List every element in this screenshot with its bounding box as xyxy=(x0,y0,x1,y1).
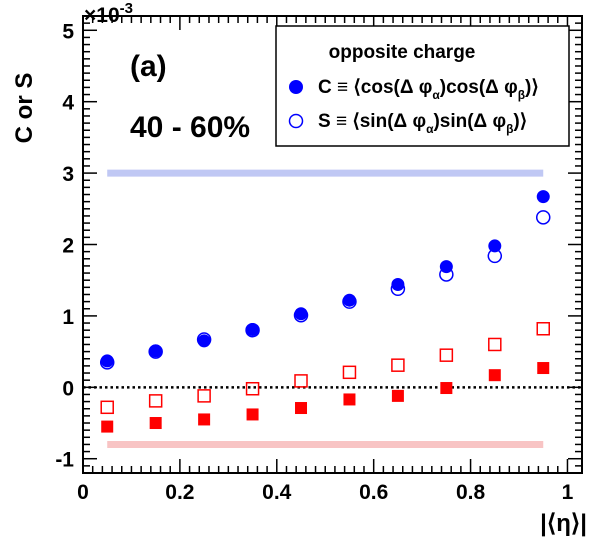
centrality-label: 40 - 60% xyxy=(130,111,250,144)
data-point-filled-square-9 xyxy=(537,362,550,375)
data-point-filled-square-1 xyxy=(149,417,162,430)
data-point-open-circle-1 xyxy=(148,344,163,359)
y-tick-label: 5 xyxy=(62,20,74,43)
legend-marker-s xyxy=(288,113,304,129)
y-tick-label: 3 xyxy=(62,163,74,186)
y-tick-label: 2 xyxy=(62,235,74,258)
data-point-open-circle-6 xyxy=(390,281,406,297)
data-point-filled-circle-6 xyxy=(391,277,405,291)
data-point-filled-circle-0 xyxy=(100,354,114,368)
data-point-open-circle-5 xyxy=(342,294,357,309)
data-point-filled-square-7 xyxy=(440,382,453,395)
data-point-open-circle-2 xyxy=(196,332,212,347)
data-point-filled-square-0 xyxy=(101,420,114,433)
data-point-open-square-8 xyxy=(488,337,502,352)
y-tick-label: 0 xyxy=(62,377,74,400)
y-axis-title: C or S xyxy=(11,73,38,144)
data-point-filled-circle-4 xyxy=(294,307,308,321)
data-markers xyxy=(99,190,551,433)
data-point-open-circle-9 xyxy=(535,210,551,225)
data-point-filled-square-2 xyxy=(198,413,211,426)
data-point-open-square-4 xyxy=(294,374,308,388)
legend-title: opposite charge xyxy=(329,42,476,63)
x-axis-title: |⟨η⟩| xyxy=(540,510,587,537)
data-point-filled-circle-7 xyxy=(439,260,453,274)
data-point-open-circle-3 xyxy=(245,322,260,338)
data-point-open-circle-4 xyxy=(293,307,309,323)
systematic-bands xyxy=(107,169,544,448)
data-point-filled-circle-9 xyxy=(536,190,550,204)
axis-ticks xyxy=(82,15,582,474)
data-point-filled-square-6 xyxy=(391,389,404,402)
y-tick-label: 4 xyxy=(62,92,74,115)
data-point-filled-square-4 xyxy=(295,402,308,415)
data-point-open-square-5 xyxy=(342,365,357,380)
x-tick-label: 0.4 xyxy=(262,481,292,504)
data-point-filled-circle-8 xyxy=(488,239,502,253)
y-tick-label: -1 xyxy=(55,449,74,472)
data-point-filled-circle-1 xyxy=(149,344,163,358)
data-point-open-circle-0 xyxy=(99,355,115,370)
data-point-filled-square-3 xyxy=(246,408,259,421)
data-point-open-square-1 xyxy=(148,394,163,408)
data-point-open-square-0 xyxy=(100,400,114,415)
data-point-filled-circle-5 xyxy=(342,293,356,307)
data-point-open-square-3 xyxy=(245,381,260,396)
data-point-open-square-7 xyxy=(439,348,454,362)
data-point-filled-square-8 xyxy=(488,369,501,382)
x-tick-label: 0.8 xyxy=(456,481,486,504)
data-point-open-square-2 xyxy=(197,389,211,403)
data-point-open-square-9 xyxy=(536,322,550,336)
data-point-filled-circle-2 xyxy=(197,334,211,348)
legend: opposite charge C ≡ ⟨cos(Δ φα)cos(Δ φβ)⟩… xyxy=(275,25,570,147)
data-point-filled-square-5 xyxy=(343,393,356,406)
y-tick-label: 1 xyxy=(62,306,74,329)
data-point-open-circle-7 xyxy=(439,267,454,282)
data-point-filled-circle-3 xyxy=(246,322,260,336)
panel-label: (a) xyxy=(130,50,167,83)
y-axis-multiplier: ×10-3 xyxy=(84,0,133,27)
x-tick-label: 0.6 xyxy=(359,481,388,504)
x-tick-label: 1 xyxy=(562,481,574,504)
data-point-open-square-6 xyxy=(391,358,405,372)
x-tick-label: 0 xyxy=(77,481,89,504)
x-tick-label: 0.2 xyxy=(165,481,194,504)
legend-entry-c: C ≡ ⟨cos(Δ φα)cos(Δ φβ)⟩ xyxy=(318,77,539,102)
legend-entry-s: S ≡ ⟨sin(Δ φα)sin(Δ φβ)⟩ xyxy=(318,111,527,136)
data-point-open-circle-8 xyxy=(487,248,503,264)
legend-box xyxy=(275,25,570,147)
legend-marker-c xyxy=(289,80,303,94)
